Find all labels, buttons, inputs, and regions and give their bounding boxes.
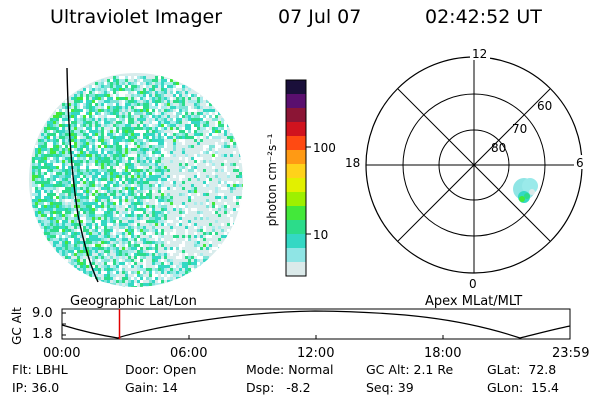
polar-plot: 12 18 6 0 60 70 80	[343, 46, 588, 291]
aurora-blob	[513, 178, 538, 203]
mlt-label-6: 6	[576, 156, 584, 170]
mlat-label-70: 70	[512, 122, 527, 136]
info-seq: Seq: 39	[366, 380, 414, 395]
colorbar: 100 10 photon cm⁻²s⁻¹	[265, 79, 336, 277]
mlt-label-18: 18	[345, 156, 360, 170]
info-ip: IP: 36.0	[12, 380, 60, 395]
terminator-line	[66, 67, 99, 283]
mlat-label-80: 80	[491, 141, 506, 155]
timeline-xtick-2359: 23:59	[552, 346, 590, 361]
colorbar-unit-label: photon cm⁻²s⁻¹	[265, 133, 279, 226]
info-filter: Flt: LBHL	[12, 362, 68, 377]
apex-caption: Apex MLat/MLT	[425, 294, 523, 309]
time-label: 02:42:52 UT	[425, 6, 542, 28]
info-door: Door: Open	[125, 362, 197, 377]
timeline-ytick-9: 9.0	[32, 306, 53, 321]
date-label: 07 Jul 07	[278, 6, 362, 28]
geographic-image	[29, 73, 243, 287]
timeline-xtick-0600: 06:00	[170, 346, 208, 361]
timeline-xtick-0000: 00:00	[43, 346, 81, 361]
geographic-caption: Geographic Lat/Lon	[70, 294, 197, 309]
timeline-ylabel: GC Alt	[10, 307, 24, 345]
mlat-label-60: 60	[537, 99, 552, 113]
colorbar-tick-label-10: 10	[313, 228, 328, 242]
instrument-title: Ultraviolet Imager	[50, 6, 223, 28]
timeline-xtick-1200: 12:00	[297, 346, 335, 361]
info-gc-alt: GC Alt: 2.1 Re	[366, 362, 454, 377]
altitude-curve	[61, 310, 571, 339]
info-glon: GLon: 15.4	[487, 380, 559, 395]
mlt-label-0: 0	[469, 277, 477, 291]
info-mode: Mode: Normal	[246, 362, 334, 377]
info-dsp: Dsp: -8.2	[246, 380, 311, 395]
timeline-xtick-1800: 18:00	[424, 346, 462, 361]
info-glat: GLat: 72.8	[487, 362, 557, 377]
timeline-ytick-1-8: 1.8	[32, 327, 53, 342]
altitude-timeline	[61, 308, 571, 340]
info-gain: Gain: 14	[125, 380, 178, 395]
mlt-label-12: 12	[472, 47, 487, 61]
colorbar-tick-label-100: 100	[313, 141, 336, 155]
